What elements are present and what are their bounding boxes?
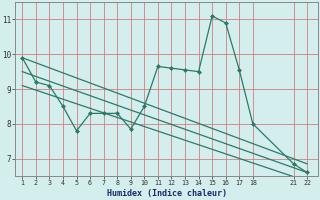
X-axis label: Humidex (Indice chaleur): Humidex (Indice chaleur) — [107, 189, 227, 198]
